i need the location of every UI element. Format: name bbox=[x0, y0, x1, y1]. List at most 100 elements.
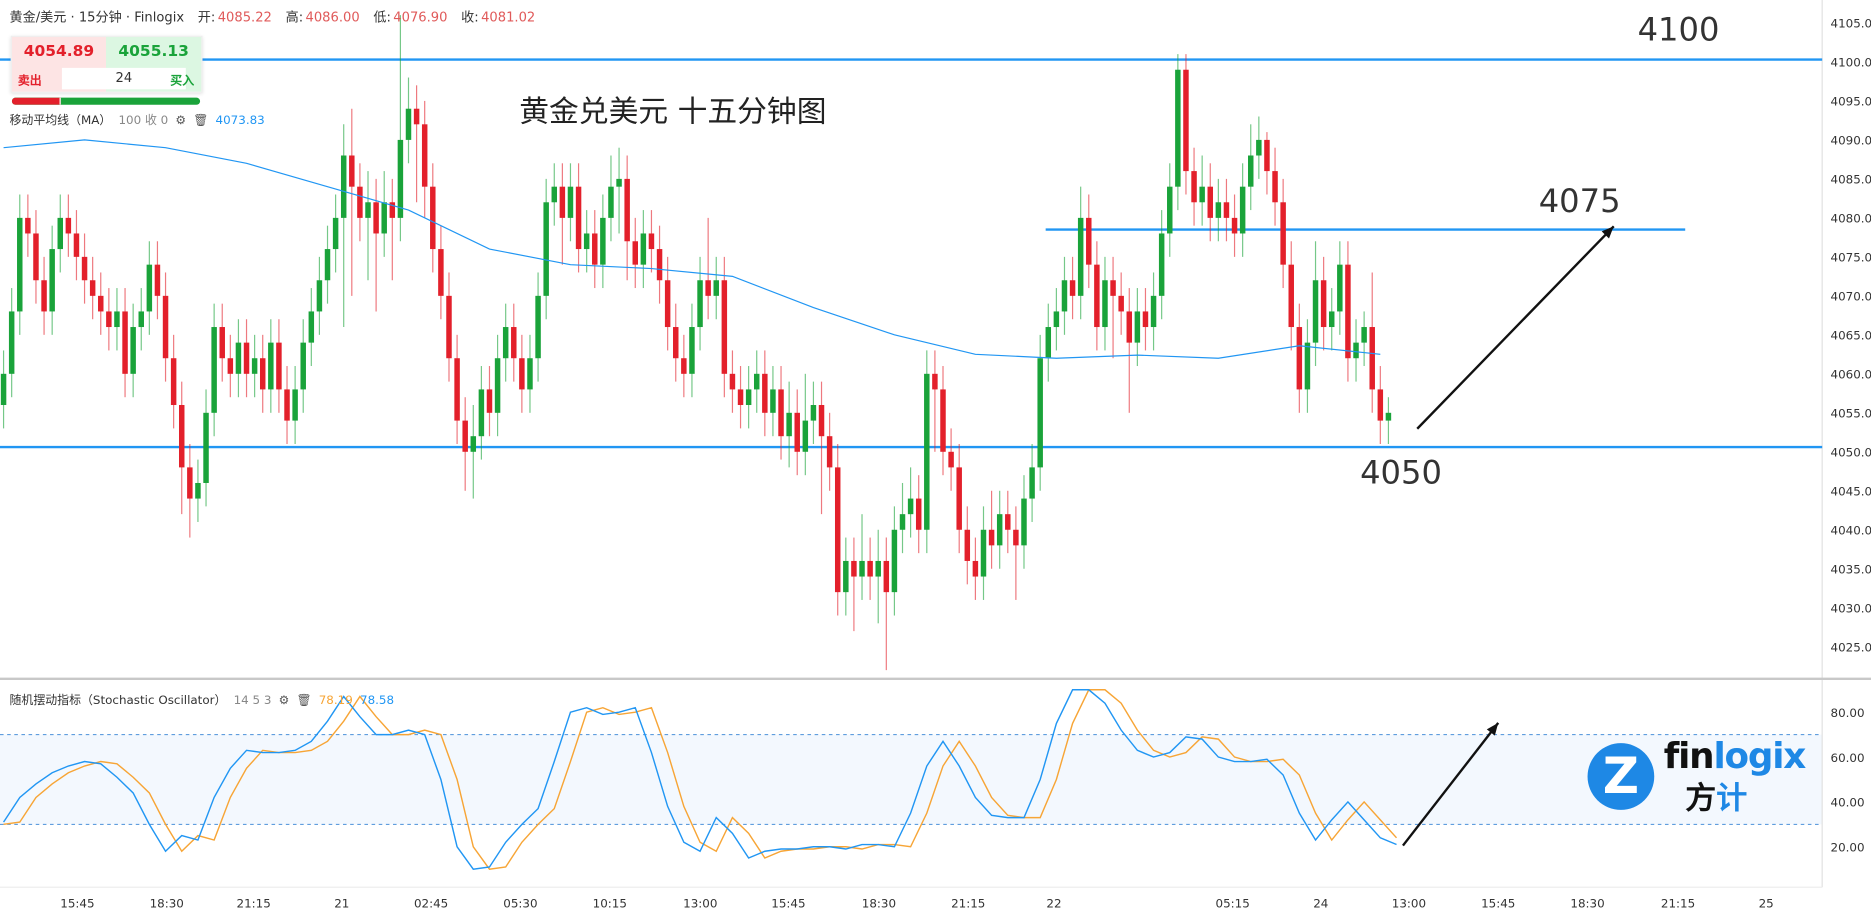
candle bbox=[1191, 147, 1197, 226]
candle bbox=[1053, 288, 1060, 351]
level-label-4100: 4100 bbox=[1637, 11, 1720, 49]
candle bbox=[1272, 147, 1278, 226]
candle bbox=[114, 288, 120, 351]
high-value: 4086.00 bbox=[305, 9, 360, 26]
candle-body bbox=[502, 327, 509, 359]
candle bbox=[632, 217, 638, 289]
candle bbox=[551, 163, 558, 226]
price-tick-label: 4025.00 bbox=[1831, 640, 1871, 654]
candle bbox=[0, 350, 7, 429]
candle-body bbox=[1191, 171, 1197, 203]
gear-icon[interactable]: ⚙ bbox=[175, 114, 187, 128]
candle-body bbox=[1223, 202, 1230, 218]
candle-body bbox=[689, 327, 695, 374]
candle-body bbox=[1199, 186, 1205, 203]
trash-icon[interactable]: 🗑 bbox=[296, 694, 312, 708]
candle bbox=[940, 366, 946, 476]
chart-annotation-title: 黄金兑美元 十五分钟图 bbox=[519, 94, 827, 129]
candle-body bbox=[924, 373, 930, 530]
buy-price[interactable]: 4055.13 bbox=[118, 42, 189, 61]
candle-body bbox=[470, 436, 477, 452]
candle-body bbox=[106, 311, 112, 328]
candle bbox=[786, 381, 792, 468]
candle-body bbox=[41, 280, 47, 312]
candle-body bbox=[1215, 202, 1222, 218]
candle bbox=[729, 350, 736, 413]
candle bbox=[988, 490, 995, 569]
quantity-input[interactable]: 24 bbox=[61, 67, 186, 90]
candle-body bbox=[575, 186, 582, 250]
sell-price[interactable]: 4054.89 bbox=[23, 42, 95, 61]
time-tick-label: 13:00 bbox=[1392, 897, 1426, 911]
candle bbox=[1385, 397, 1392, 444]
candle bbox=[1037, 334, 1043, 491]
candle bbox=[243, 319, 250, 398]
candle-body bbox=[438, 249, 444, 296]
candle-body bbox=[1005, 514, 1011, 530]
candle-body bbox=[1086, 217, 1092, 265]
candle-body bbox=[340, 155, 347, 218]
time-tick-label: 05:15 bbox=[1216, 897, 1250, 911]
candle-body bbox=[583, 233, 590, 250]
candle bbox=[276, 319, 282, 413]
candle bbox=[25, 194, 31, 257]
candle-body bbox=[25, 217, 31, 234]
candle-body bbox=[567, 186, 574, 218]
candle bbox=[502, 303, 509, 382]
symbol-title: 黄金/美元 · 15分钟 · Finlogix bbox=[9, 9, 185, 26]
candle-body bbox=[673, 327, 679, 359]
candle bbox=[1021, 475, 1027, 569]
candle bbox=[98, 272, 104, 335]
candle bbox=[211, 303, 217, 437]
time-tick-label: 21 bbox=[334, 897, 349, 911]
candle-body bbox=[664, 280, 671, 328]
price-tick-label: 4080.00 bbox=[1831, 212, 1871, 226]
candle bbox=[324, 225, 331, 304]
candle-body bbox=[1118, 295, 1124, 312]
candle bbox=[843, 537, 849, 616]
candle bbox=[308, 288, 315, 367]
candle-body bbox=[1029, 467, 1035, 499]
candle bbox=[284, 366, 290, 444]
time-tick-label: 21:15 bbox=[1661, 897, 1695, 911]
trash-icon[interactable]: 🗑 bbox=[193, 114, 209, 128]
candle-body bbox=[1312, 280, 1319, 343]
candle bbox=[486, 366, 493, 437]
candle bbox=[624, 155, 630, 281]
candle bbox=[365, 171, 371, 281]
gear-icon[interactable]: ⚙ bbox=[278, 694, 290, 708]
ma-name: 移动平均线（MA） bbox=[9, 114, 112, 128]
candle bbox=[227, 334, 234, 398]
candle-body bbox=[8, 311, 15, 374]
price-arrow bbox=[1416, 225, 1615, 430]
candle-body bbox=[883, 560, 890, 593]
candle bbox=[33, 210, 39, 304]
candle bbox=[656, 225, 663, 304]
time-tick-label: 10:15 bbox=[593, 897, 627, 911]
stoch-band bbox=[0, 734, 1823, 825]
candle bbox=[745, 366, 752, 429]
candle-body bbox=[235, 342, 242, 374]
candle bbox=[859, 514, 865, 600]
candle-body bbox=[494, 358, 501, 413]
candle bbox=[1013, 506, 1019, 600]
candle-body bbox=[146, 264, 153, 312]
candle-body bbox=[1021, 498, 1027, 546]
candle bbox=[470, 405, 477, 499]
stoch-tick-label: 20.00 bbox=[1831, 841, 1865, 855]
candle bbox=[567, 163, 574, 242]
candle bbox=[770, 366, 776, 437]
candle-body bbox=[1345, 264, 1351, 359]
stoch-params: 14 5 3 bbox=[233, 694, 272, 708]
stoch-k-line bbox=[2, 689, 1397, 870]
candle bbox=[1029, 443, 1035, 522]
sell-label[interactable]: 卖出 bbox=[17, 75, 42, 89]
price-tick-label: 4050.00 bbox=[1831, 446, 1871, 460]
candle bbox=[1207, 163, 1213, 242]
candle bbox=[1077, 186, 1084, 320]
price-tick-label: 4095.00 bbox=[1831, 95, 1871, 109]
buy-label[interactable]: 买入 bbox=[170, 75, 195, 89]
candle bbox=[89, 256, 96, 320]
candle bbox=[762, 350, 768, 437]
